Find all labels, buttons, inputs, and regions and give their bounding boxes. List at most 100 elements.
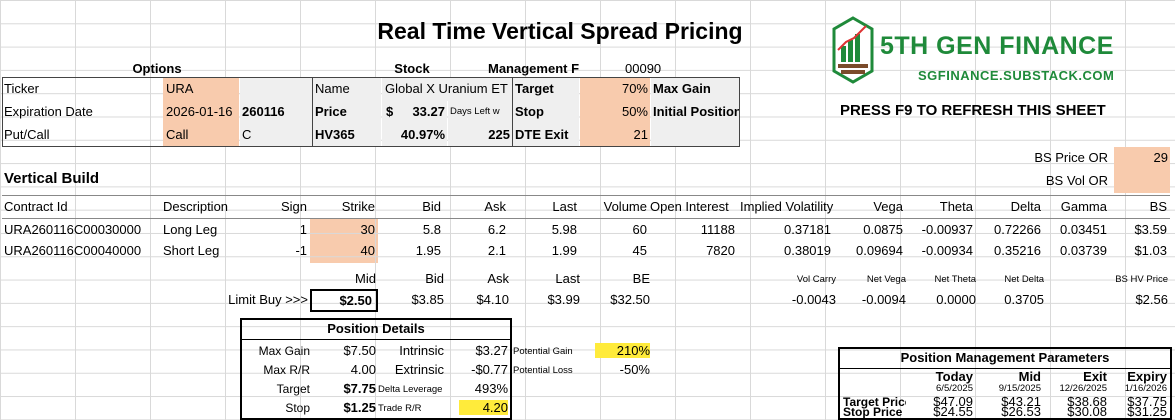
stop-value: $1.25 <box>343 400 376 415</box>
mgmt-col-header: Today <box>935 369 973 384</box>
trade-rr-value: 4.20 <box>445 397 508 420</box>
legs-cell[interactable]: 30 <box>360 222 375 237</box>
legs-cell: 0.03451 <box>1060 222 1107 237</box>
target-value: $7.75 <box>343 381 376 396</box>
ticker-input[interactable]: URA <box>163 78 239 101</box>
mgmt-date: 9/15/2025 <box>998 384 1041 394</box>
stop-label: Stop <box>285 401 310 415</box>
legs-cell: URA260116C00040000 <box>4 243 142 258</box>
position-details-panel <box>240 318 512 420</box>
logo-subtitle: SGFINANCE.SUBSTACK.COM <box>918 68 1115 83</box>
hv-label: HV365 <box>313 124 381 147</box>
legs-cell: URA260116C00030000 <box>4 222 142 237</box>
legs-cell: 5.98 <box>551 222 577 237</box>
legs-cell: 60 <box>632 222 647 237</box>
legs-header-description: Description <box>163 199 229 214</box>
summary-ask-value: $4.10 <box>476 292 509 307</box>
summary-last-label: Last <box>555 271 580 286</box>
legs-cell: 11188 <box>700 222 735 237</box>
page-title: Real Time Vertical Spread Pricing <box>377 18 743 44</box>
legs-cell: -0.00937 <box>921 222 973 237</box>
legs-header-last: Last <box>552 199 577 214</box>
legs-cell: 0.09694 <box>856 243 903 258</box>
expiry-input[interactable]: 2026-01-16 <box>163 101 239 124</box>
potential-loss-label: Potential Loss <box>513 365 573 376</box>
mgmt-date: 1/16/2026 <box>1124 384 1167 394</box>
bs-price-or-input[interactable]: 29 <box>1114 147 1170 170</box>
legs-cell: 1 <box>299 222 307 237</box>
mgmt-params-title: Position Management Parameters <box>900 350 1110 365</box>
summary-mid-label: Mid <box>355 271 376 286</box>
mgmt-stop-label: Stop <box>513 101 579 124</box>
refresh-note: PRESS F9 TO REFRESH THIS SHEET <box>840 102 1106 119</box>
bs-hv-price-value: $2.56 <box>1135 292 1168 307</box>
expiry-code: 260116 <box>240 101 312 124</box>
max-rr-value: 4.00 <box>350 362 376 377</box>
legs-cell: $3.59 <box>1134 222 1167 237</box>
mgmt-stop-input[interactable]: 50% <box>580 101 650 124</box>
bs-vol-or-input[interactable] <box>1114 170 1170 193</box>
limit-buy-label: Limit Buy >>> <box>228 292 308 307</box>
stop-price-value: $26.53 <box>1001 404 1041 419</box>
logo-name: 5TH GEN FINANCE <box>880 32 1114 60</box>
legs-cell: Long Leg <box>163 222 218 237</box>
summary-bid-value: $3.85 <box>411 292 444 307</box>
intrinsic-label: Intrinsic <box>399 343 444 358</box>
hv-value: 40.97% <box>382 124 447 147</box>
legs-cell[interactable]: 40 <box>360 243 375 258</box>
bs-vol-or-label: BS Vol OR <box>1045 173 1108 188</box>
dte-exit-input[interactable]: 21 <box>580 124 650 147</box>
putcall-label: Put/Call <box>4 127 50 142</box>
summary-bid-label: Bid <box>425 271 444 286</box>
mgmt-date: 12/26/2025 <box>1059 384 1107 394</box>
legs-cell: 5.8 <box>422 222 441 237</box>
days-left-value: 225 <box>448 124 512 147</box>
bs-hv-price-label: BS HV Price <box>1115 274 1168 285</box>
mgmt-col-header: Mid <box>1018 369 1041 384</box>
legs-cell: 7820 <box>706 243 735 258</box>
mgmt-col-header: Exit <box>1083 369 1107 384</box>
legs-cell: 1.99 <box>551 243 577 258</box>
stock-price-currency: $ <box>382 101 402 124</box>
ticker-label: Ticker <box>4 81 39 96</box>
vertical-build-title: Vertical Build <box>4 170 100 187</box>
options-header: Options <box>132 61 182 76</box>
extrinsic-label: Extrinsic <box>394 362 444 377</box>
legs-cell: 0.03739 <box>1060 243 1107 258</box>
stock-price: 33.27 <box>402 101 447 124</box>
mgmt-target-input[interactable]: 70% <box>580 78 650 101</box>
mgmt-date: 6/5/2025 <box>936 384 973 394</box>
legs-header-gamma: Gamma <box>1060 199 1107 214</box>
net-theta-label: Net Theta <box>934 274 976 285</box>
mgmt-stop-desc: Initial Position <box>651 101 740 124</box>
stop-price-value: $31.25 <box>1127 404 1167 419</box>
legs-cell: 0.72266 <box>994 222 1041 237</box>
logo-emblem <box>832 16 874 84</box>
hexagon-logo-icon <box>832 16 874 84</box>
max-rr-label: Max R/R <box>263 363 310 377</box>
vol-carry-label: Vol Carry <box>796 274 836 285</box>
limit-buy-mid-value[interactable]: $2.50 <box>310 289 378 312</box>
target-price-value: $43.21 <box>1001 394 1041 409</box>
days-left-label: Days Left w <box>448 101 512 124</box>
summary-be-label: BE <box>632 271 650 286</box>
stock-price-label: Price <box>313 101 381 124</box>
legs-header-bid: Bid <box>422 199 441 214</box>
putcall-input[interactable]: Call <box>163 124 239 147</box>
stop-price-value: $24.55 <box>933 404 973 419</box>
dte-exit-aux <box>651 124 740 147</box>
legs-cell: 0.0875 <box>863 222 903 237</box>
legs-cell: 0.38019 <box>784 243 831 258</box>
mgmt-target-desc: Max Gain <box>651 78 740 101</box>
mgmt-params-panel <box>838 347 1172 420</box>
net-vega-label: Net Vega <box>866 274 906 285</box>
legs-cell: $1.03 <box>1134 243 1167 258</box>
trade-rr-label: Trade R/R <box>378 403 422 414</box>
legs-cell: 0.37181 <box>784 222 831 237</box>
stock-name: Global X Uranium ET <box>382 78 512 101</box>
summary-last-value: $3.99 <box>547 292 580 307</box>
legs-header-vega: Vega <box>873 199 903 214</box>
net-vega-value: -0.0094 <box>861 292 906 307</box>
dte-exit-label: DTE Exit <box>513 124 579 147</box>
management-code: 00090 <box>625 61 662 76</box>
